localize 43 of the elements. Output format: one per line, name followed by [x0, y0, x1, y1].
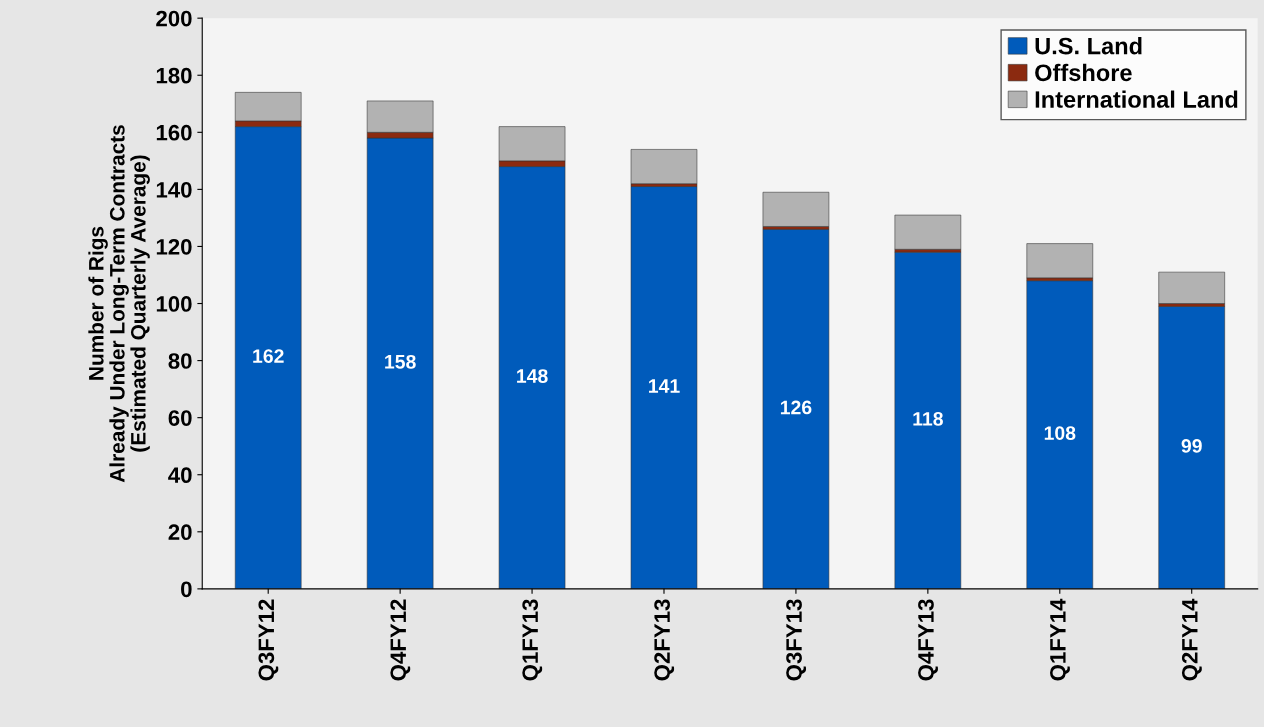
y-tick-label: 80: [168, 353, 192, 369]
x-tick-label: Q4FY12: [390, 599, 411, 681]
bar: [234, 126, 302, 589]
data-label: 162: [253, 349, 284, 363]
x-tick-label: Q2FY14: [1181, 598, 1202, 681]
bar: [762, 191, 830, 227]
y-tick-label: 20: [168, 524, 192, 541]
bar: [1026, 280, 1094, 589]
y-tick-label: 120: [156, 238, 192, 255]
data-label: 108: [1044, 426, 1076, 440]
bar: [1026, 243, 1094, 279]
data-label: 126: [780, 400, 812, 415]
x-tick-label: Q3FY13: [786, 599, 807, 681]
x-tick-label: Q2FY13: [654, 599, 675, 681]
x-tick-label: Q3FY12: [258, 599, 279, 681]
y-tick-label: 160: [156, 124, 192, 141]
bar: [630, 149, 698, 184]
bar: [1158, 271, 1225, 304]
x-tick-label: Q1FY14: [1050, 598, 1070, 681]
bar: [630, 186, 698, 589]
legend-label: Offshore: [1035, 63, 1132, 82]
bar: [894, 251, 962, 589]
bar: [366, 137, 434, 589]
y-tick-label: 40: [168, 467, 192, 483]
legend-label: U.S. Land: [1035, 37, 1142, 55]
bar: [1158, 306, 1225, 589]
y-tick-label: 60: [168, 410, 192, 426]
y-tick-label: 200: [156, 10, 192, 27]
data-label: 118: [913, 411, 943, 426]
data-label: 148: [517, 369, 548, 383]
data-label: 141: [649, 379, 680, 393]
legend-label: International Land: [1035, 90, 1238, 108]
y-tick-label: 180: [156, 67, 192, 84]
y-tick-label: 100: [156, 296, 192, 312]
y-tick-label: 0: [181, 581, 192, 598]
x-tick-label: Q4FY13: [918, 599, 938, 681]
bar: [894, 214, 962, 250]
y-tick-label: 140: [156, 181, 192, 198]
bar: [762, 229, 830, 589]
data-label: 99: [1181, 439, 1202, 453]
y-axis-title: Number of Rigs Already Under Long-Term Contracts (Estimated Quarterly Average): [88, 125, 150, 483]
data-label: 158: [385, 354, 416, 369]
x-tick-label: Q1FY13: [522, 599, 543, 681]
